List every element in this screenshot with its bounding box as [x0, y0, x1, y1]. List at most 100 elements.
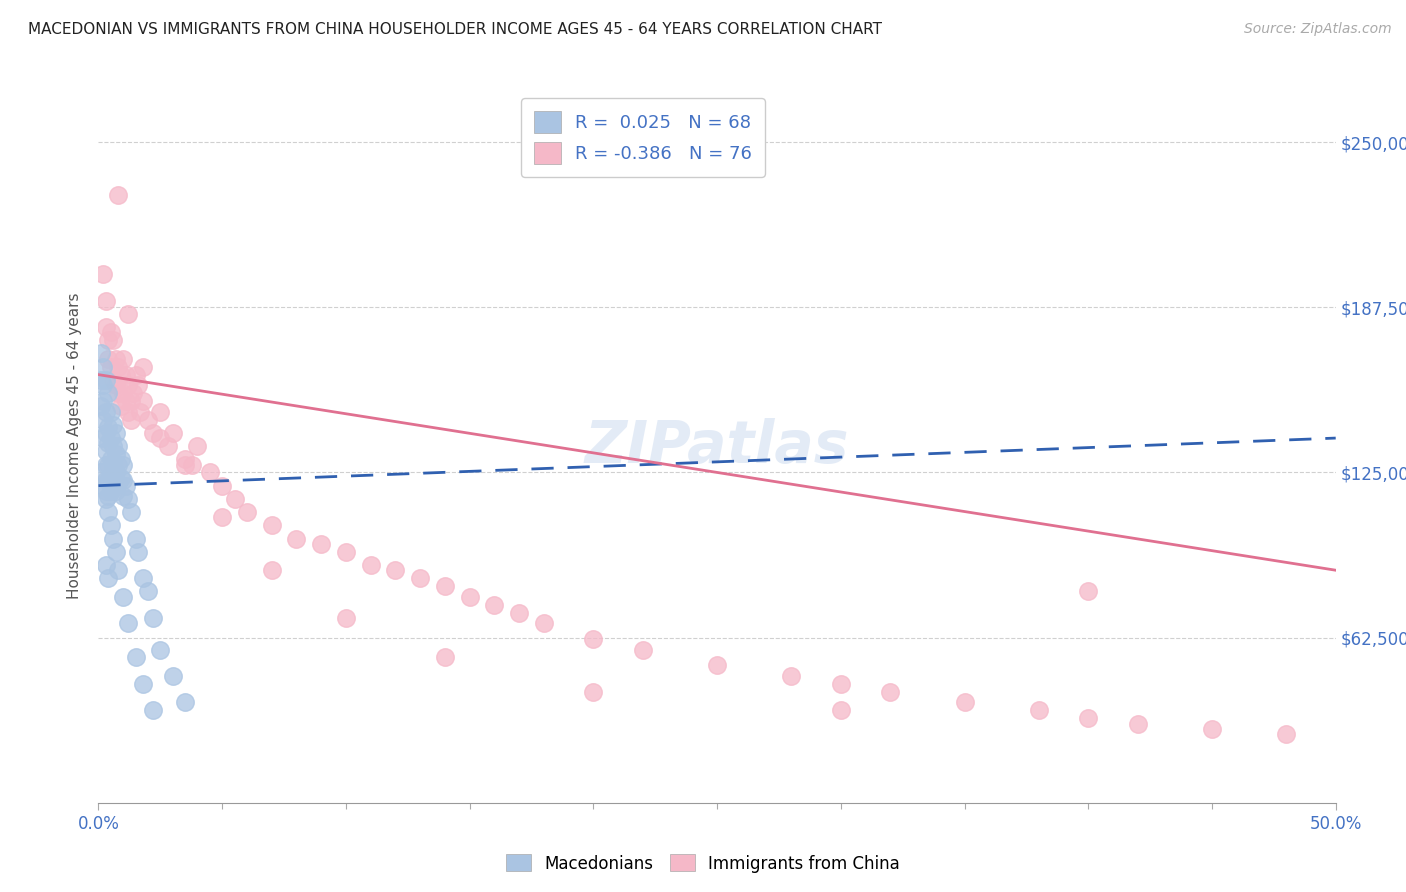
Point [484, 598, 506, 612]
Point [224, 491, 246, 506]
Legend: Macedonians, Immigrants from China: Macedonians, Immigrants from China [499, 847, 907, 880]
Point [120, 412, 142, 426]
Point [93, 412, 115, 426]
Point [90, 373, 112, 387]
Point [129, 404, 152, 418]
Legend: R =  0.025   N = 68, R = -0.386   N = 76: R = 0.025 N = 68, R = -0.386 N = 76 [522, 98, 765, 177]
Point [132, 394, 155, 409]
Point [112, 474, 135, 488]
Point [335, 545, 357, 559]
Point [100, 404, 122, 418]
Point [1201, 722, 1223, 736]
Point [93, 267, 115, 281]
Point [149, 404, 172, 418]
Point [112, 351, 135, 366]
Point [97, 386, 120, 401]
Point [198, 466, 221, 480]
Point [90, 466, 112, 480]
Point [100, 452, 122, 467]
Point [107, 386, 129, 401]
Point [1126, 716, 1149, 731]
Point [94, 373, 117, 387]
Point [110, 368, 132, 382]
Point [93, 378, 115, 392]
Point [107, 458, 129, 472]
Point [360, 558, 382, 572]
Point [97, 351, 120, 366]
Point [117, 378, 139, 392]
Point [142, 425, 165, 440]
Point [112, 590, 135, 604]
Point [830, 677, 852, 691]
Point [309, 537, 332, 551]
Point [107, 563, 129, 577]
Point [132, 677, 155, 691]
Point [132, 359, 155, 374]
Point [136, 412, 159, 426]
Point [104, 378, 127, 392]
Point [97, 420, 120, 434]
Point [103, 458, 125, 472]
Point [103, 532, 125, 546]
Text: ZIPatlas: ZIPatlas [585, 417, 849, 475]
Point [94, 293, 117, 308]
Point [433, 650, 456, 665]
Point [94, 444, 117, 458]
Point [631, 642, 654, 657]
Point [97, 489, 120, 503]
Point [103, 333, 125, 347]
Point [97, 436, 120, 450]
Point [124, 650, 146, 665]
Point [132, 571, 155, 585]
Point [100, 483, 122, 498]
Point [124, 368, 146, 382]
Point [93, 431, 115, 445]
Point [120, 394, 142, 409]
Point [114, 394, 136, 409]
Point [174, 695, 197, 709]
Point [103, 373, 125, 387]
Point [162, 669, 184, 683]
Point [1077, 711, 1099, 725]
Point [181, 458, 204, 472]
Point [107, 475, 129, 490]
Point [142, 611, 165, 625]
Point [100, 431, 122, 445]
Point [458, 590, 481, 604]
Point [107, 439, 129, 453]
Point [533, 616, 555, 631]
Point [104, 351, 127, 366]
Point [100, 326, 122, 340]
Point [127, 378, 149, 392]
Point [1275, 727, 1298, 741]
Point [104, 483, 127, 498]
Point [114, 478, 136, 492]
Point [104, 466, 127, 480]
Point [162, 425, 184, 440]
Point [94, 425, 117, 440]
Point [103, 439, 125, 453]
Point [93, 478, 115, 492]
Point [174, 458, 197, 472]
Point [94, 483, 117, 498]
Point [285, 532, 308, 546]
Point [107, 359, 129, 374]
Point [112, 489, 135, 503]
Point [97, 458, 120, 472]
Point [93, 394, 115, 409]
Point [94, 491, 117, 506]
Point [114, 368, 136, 382]
Point [236, 505, 259, 519]
Point [124, 532, 146, 546]
Point [384, 563, 406, 577]
Point [211, 510, 233, 524]
Point [110, 400, 132, 414]
Point [409, 571, 432, 585]
Point [117, 307, 139, 321]
Point [94, 474, 117, 488]
Point [110, 471, 132, 485]
Point [149, 642, 172, 657]
Point [186, 439, 208, 453]
Point [100, 518, 122, 533]
Point [112, 458, 135, 472]
